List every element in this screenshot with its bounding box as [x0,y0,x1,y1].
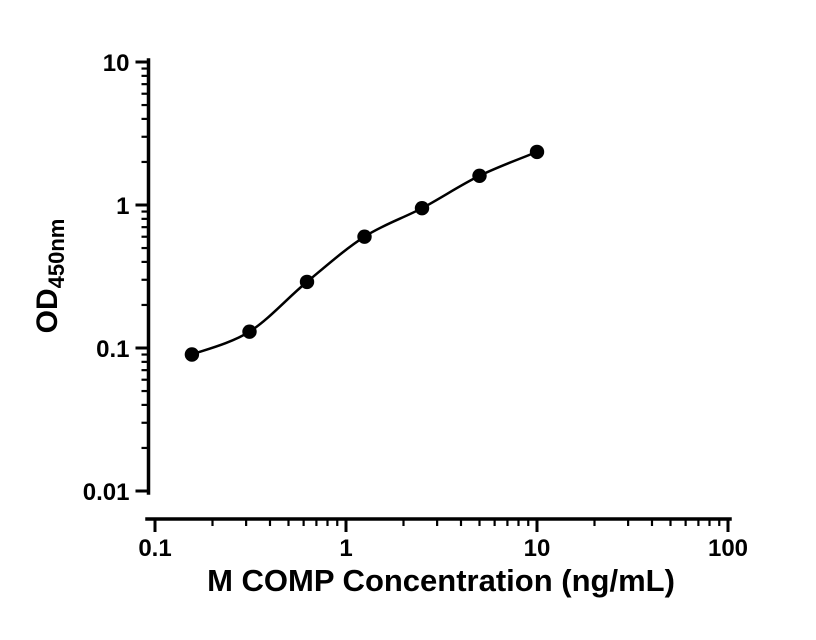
data-point [184,347,200,362]
data-point [299,274,315,290]
y-tick-label: 0.1 [96,336,129,363]
x-tick-label: 0.1 [138,535,171,562]
y-tick-label: 0.01 [83,479,130,506]
data-point [242,324,257,339]
plot-area: 0.1 1 10 100 0.01 0.1 1 10 [83,50,748,562]
data-point [472,168,487,183]
standard-curve-line [191,150,538,356]
y-axis-title: OD450nm [31,219,69,334]
data-point [357,229,372,244]
x-axis-title: M COMP Concentration (ng/mL) [207,563,675,598]
data-point [529,144,545,160]
y-tick-label: 1 [116,193,129,220]
x-tick-label: 100 [708,535,748,562]
data-point [414,201,430,216]
y-tick-label: 10 [103,50,130,77]
y-axis-title-subscript: 450nm [44,219,69,289]
x-tick-label: 1 [339,535,352,562]
x-tick-label: 10 [524,535,551,562]
y-axis-title-main: OD [31,288,64,333]
